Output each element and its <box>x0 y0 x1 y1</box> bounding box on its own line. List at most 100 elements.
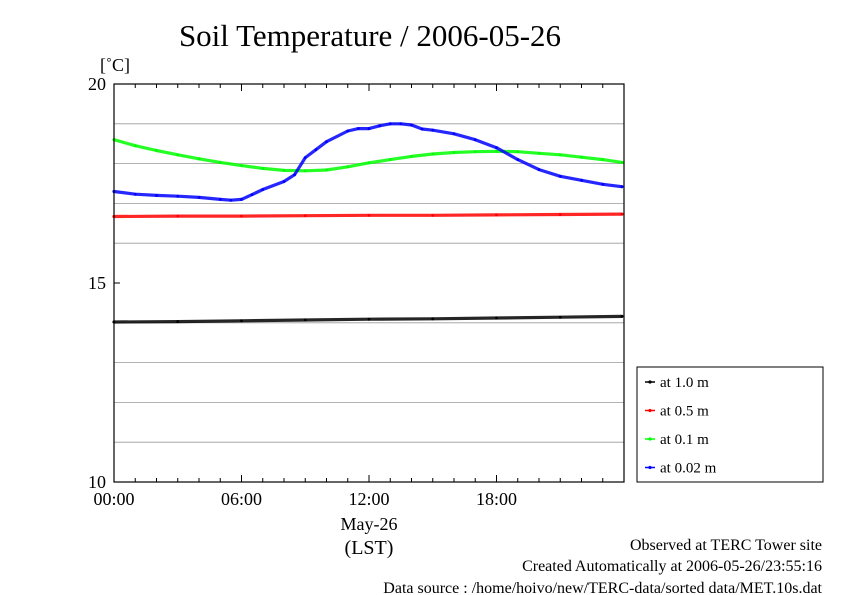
series-point <box>325 168 328 172</box>
chart-title: Soil Temperature / 2006-05-26 <box>179 18 561 53</box>
y-axis-ticks: 10 15 20 <box>88 74 120 492</box>
series-point <box>620 185 624 189</box>
series-point <box>314 148 318 152</box>
series-point <box>356 127 360 130</box>
series-point <box>558 315 562 319</box>
footer-created: Created Automatically at 2006-05-26/23:5… <box>522 558 822 575</box>
series-point <box>516 150 520 154</box>
series-point <box>293 173 297 177</box>
series-point <box>240 214 243 218</box>
footer-source: Data source : /home/hoivo/new/TERC-data/… <box>383 580 822 595</box>
x-axis-ticks: 00:00 06:00 12:00 18:00 <box>93 84 625 509</box>
series-point <box>282 180 286 183</box>
legend-marker <box>648 465 652 470</box>
series-point <box>452 151 456 154</box>
series-point <box>303 214 307 218</box>
x-tick-label: 06:00 <box>221 489 262 509</box>
legend-label: at 0.5 m <box>660 404 709 420</box>
series-point <box>558 213 562 216</box>
series-point <box>620 212 624 216</box>
series-point <box>516 158 520 162</box>
y-tick-label: 10 <box>88 472 106 492</box>
legend-marker <box>648 380 652 384</box>
series-point <box>580 178 583 182</box>
series-point <box>218 161 222 164</box>
series-point <box>346 129 350 133</box>
series-point <box>537 168 541 171</box>
series-point <box>495 213 498 217</box>
series-point <box>473 138 477 142</box>
series-point <box>431 152 435 156</box>
series-point <box>431 317 435 321</box>
y-tick-label: 20 <box>88 74 106 94</box>
series-point <box>303 156 307 160</box>
y-axis-unit-label: [˚C] <box>100 55 130 75</box>
series-point <box>303 169 307 173</box>
x-tick-label: 00:00 <box>93 489 134 509</box>
series-point <box>410 155 413 158</box>
series-point <box>261 188 265 191</box>
series-point <box>367 213 371 217</box>
x-tick-label: 18:00 <box>476 489 517 509</box>
series-point <box>133 192 137 196</box>
legend-label: at 0.1 m <box>660 432 709 448</box>
y-tick-label: 15 <box>88 273 106 293</box>
series-point <box>155 149 158 152</box>
series-point <box>229 198 233 202</box>
series-point <box>325 140 328 144</box>
series-point <box>250 193 254 197</box>
series-line-3 <box>112 138 624 173</box>
legend-label: at 1.0 m <box>660 375 709 391</box>
series-point <box>410 123 413 127</box>
series-point <box>495 146 498 150</box>
footer-site: Observed at TERC Tower site <box>630 537 822 554</box>
series-point <box>367 317 371 321</box>
series-point <box>537 151 541 155</box>
legend: at 1.0 m at 0.5 m at 0.1 m at 0.02 m <box>636 366 824 483</box>
series-point <box>495 149 498 153</box>
legend-marker <box>648 408 652 413</box>
legend-entries: at 1.0 m at 0.5 m at 0.1 m at 0.02 m <box>645 375 717 477</box>
series-point <box>176 214 180 218</box>
series-point <box>558 153 562 157</box>
series-point <box>367 161 371 165</box>
series-point <box>133 144 137 148</box>
series-point <box>282 168 286 172</box>
series-point <box>303 318 307 322</box>
series-point <box>176 320 180 324</box>
series-point <box>431 128 435 132</box>
series-point <box>240 164 243 167</box>
data-series-group <box>112 122 624 324</box>
series-point <box>399 122 403 126</box>
series-point <box>197 157 201 161</box>
series-point <box>155 194 158 197</box>
series-point <box>388 122 392 126</box>
series-point <box>601 158 605 162</box>
series-point <box>197 196 201 199</box>
series-point <box>620 161 624 164</box>
series-point <box>240 198 243 201</box>
series-point <box>346 165 350 169</box>
series-point <box>452 132 456 136</box>
series-point <box>580 155 583 159</box>
series-point <box>431 213 435 217</box>
x-tick-label: 12:00 <box>348 489 389 509</box>
series-point <box>176 194 180 198</box>
series-point <box>261 166 265 170</box>
legend-label: at 0.02 m <box>660 461 717 477</box>
plot-frame <box>113 83 625 483</box>
series-point <box>218 198 222 201</box>
series-point <box>620 315 624 318</box>
series-point <box>420 127 424 131</box>
series-point <box>176 153 180 157</box>
x-axis-label: (LST) <box>345 537 394 559</box>
series-point <box>378 124 382 128</box>
series-point <box>240 319 243 323</box>
series-point <box>558 174 562 178</box>
x-axis-date-label: May-26 <box>341 514 398 534</box>
legend-marker <box>648 437 652 441</box>
series-point <box>473 150 477 154</box>
legend-box <box>636 366 824 483</box>
series-point <box>495 316 498 320</box>
